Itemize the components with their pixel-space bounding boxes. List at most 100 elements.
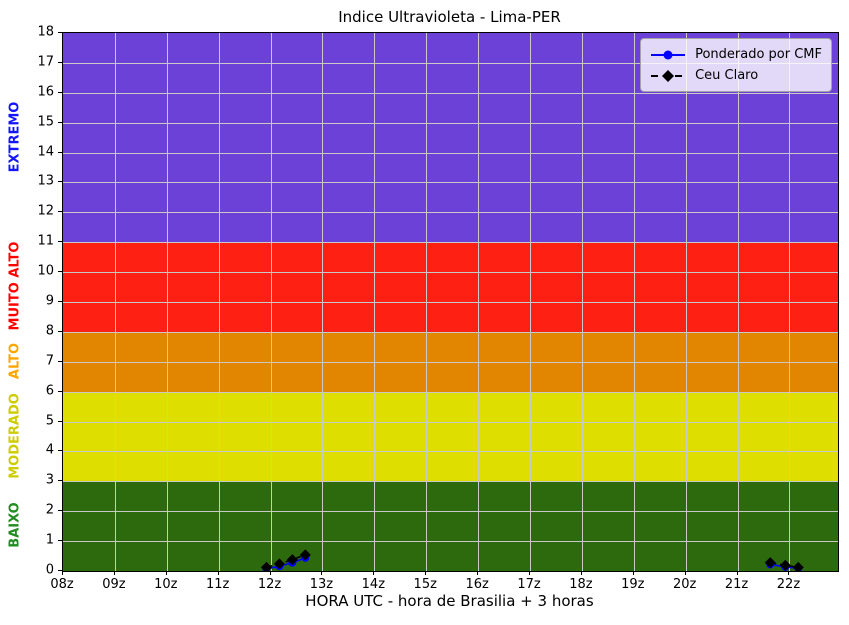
y-tick-mark bbox=[58, 32, 62, 33]
y-tick-label: 8 bbox=[45, 323, 54, 339]
line-circle-marker-icon bbox=[651, 50, 686, 59]
risk-bands-layer bbox=[63, 33, 838, 571]
y-tick-label: 14 bbox=[37, 144, 54, 160]
h-gridline bbox=[63, 331, 838, 333]
h-gridline bbox=[63, 511, 838, 513]
y-tick-label: 18 bbox=[37, 24, 54, 40]
v-gridline bbox=[426, 33, 428, 571]
v-gridline bbox=[114, 33, 116, 571]
band-label-moderado: MODERADO bbox=[7, 392, 23, 479]
y-tick-label: 12 bbox=[37, 203, 54, 219]
y-tick-mark bbox=[58, 540, 62, 542]
grid-layer bbox=[63, 33, 838, 571]
h-gridline bbox=[63, 272, 838, 274]
y-tick-mark bbox=[58, 450, 62, 452]
x-tick-mark bbox=[373, 571, 375, 575]
x-tick-label: 15z bbox=[413, 577, 437, 592]
v-gridline bbox=[581, 33, 583, 571]
x-tick-mark bbox=[62, 571, 63, 575]
h-gridline bbox=[63, 122, 838, 124]
y-tick-label: 7 bbox=[45, 353, 54, 369]
x-tick-mark bbox=[269, 571, 271, 575]
h-gridline bbox=[63, 541, 838, 543]
x-tick-label: 20z bbox=[673, 577, 697, 592]
y-tick-label: 11 bbox=[37, 233, 54, 249]
y-tick-label: 15 bbox=[37, 114, 54, 130]
y-tick-mark bbox=[58, 510, 62, 512]
x-tick-mark bbox=[684, 571, 686, 575]
legend: Ponderado por CMF Ceu Claro bbox=[640, 38, 832, 92]
v-gridline bbox=[530, 33, 532, 571]
y-tick-label: 16 bbox=[37, 84, 54, 100]
h-gridline bbox=[63, 152, 838, 154]
y-tick-label: 3 bbox=[45, 472, 54, 488]
x-tick-label: 11z bbox=[205, 577, 230, 592]
v-gridline bbox=[685, 33, 687, 571]
x-tick-mark bbox=[736, 571, 738, 575]
x-tick-mark bbox=[165, 571, 167, 575]
x-tick-label: 19z bbox=[621, 577, 645, 592]
h-gridline bbox=[63, 451, 838, 453]
diamond-marker bbox=[260, 561, 272, 571]
h-gridline bbox=[63, 391, 838, 393]
diamond-marker bbox=[792, 561, 804, 571]
diamond-marker bbox=[764, 557, 776, 569]
x-tick-mark bbox=[529, 571, 531, 575]
band-baixo bbox=[63, 481, 838, 571]
x-tick-label: 12z bbox=[257, 577, 282, 592]
band-label-extremo: EXTREMO bbox=[7, 101, 23, 172]
x-tick-label: 08z bbox=[50, 577, 74, 592]
y-tick-mark bbox=[58, 570, 62, 571]
y-tick-label: 17 bbox=[37, 54, 54, 70]
y-tick-mark bbox=[58, 91, 62, 93]
v-gridline bbox=[218, 33, 220, 571]
y-tick-label: 2 bbox=[45, 502, 54, 518]
band-alto bbox=[63, 331, 838, 392]
v-gridline bbox=[633, 33, 635, 571]
h-gridline bbox=[63, 361, 838, 363]
x-tick-mark bbox=[425, 571, 427, 575]
legend-row-ceu-claro: Ceu Claro bbox=[649, 65, 822, 86]
x-tick-label: 17z bbox=[517, 577, 541, 592]
y-tick-mark bbox=[58, 241, 62, 243]
y-tick-label: 0 bbox=[45, 562, 54, 578]
y-tick-mark bbox=[58, 271, 62, 273]
y-tick-label: 9 bbox=[45, 293, 54, 309]
chart-title: Indice Ultravioleta - Lima-PER bbox=[338, 8, 561, 26]
series-layer bbox=[260, 549, 804, 571]
y-tick-label: 13 bbox=[37, 173, 54, 189]
y-tick-label: 1 bbox=[45, 532, 54, 548]
x-tick-mark bbox=[477, 571, 479, 575]
plot-area: Ponderado por CMF Ceu Claro bbox=[62, 32, 839, 572]
legend-row-ponderado: Ponderado por CMF bbox=[649, 44, 822, 65]
x-tick-mark bbox=[113, 571, 115, 575]
y-tick-label: 6 bbox=[45, 383, 54, 399]
diamond-marker bbox=[286, 554, 298, 566]
v-gridline bbox=[737, 33, 739, 571]
y-tick-mark bbox=[58, 211, 62, 213]
y-tick-mark bbox=[58, 301, 62, 302]
y-tick-mark bbox=[58, 480, 62, 482]
x-tick-label: 13z bbox=[309, 577, 334, 592]
legend-label-ponderado: Ponderado por CMF bbox=[695, 47, 822, 62]
h-gridline bbox=[63, 302, 838, 303]
x-tick-label: 18z bbox=[569, 577, 593, 592]
h-gridline bbox=[63, 421, 838, 423]
h-gridline bbox=[63, 182, 838, 184]
dashed-line-diamond-marker-icon bbox=[651, 69, 686, 82]
v-gridline bbox=[478, 33, 480, 571]
y-tick-mark bbox=[58, 420, 62, 422]
band-label-baixo: BAIXO bbox=[7, 502, 23, 548]
x-axis-label: HORA UTC - hora de Brasilia + 3 horas bbox=[305, 592, 594, 610]
h-gridline bbox=[63, 212, 838, 214]
v-gridline bbox=[270, 33, 272, 571]
x-tick-label: 22z bbox=[776, 577, 801, 592]
band-label-muito-alto: MUITO ALTO bbox=[7, 241, 23, 331]
y-tick-mark bbox=[58, 61, 62, 63]
h-gridline bbox=[63, 481, 838, 483]
x-tick-label: 10z bbox=[154, 577, 178, 592]
y-tick-mark bbox=[58, 181, 62, 183]
series-line-diamond bbox=[266, 554, 306, 569]
v-gridline bbox=[166, 33, 168, 571]
